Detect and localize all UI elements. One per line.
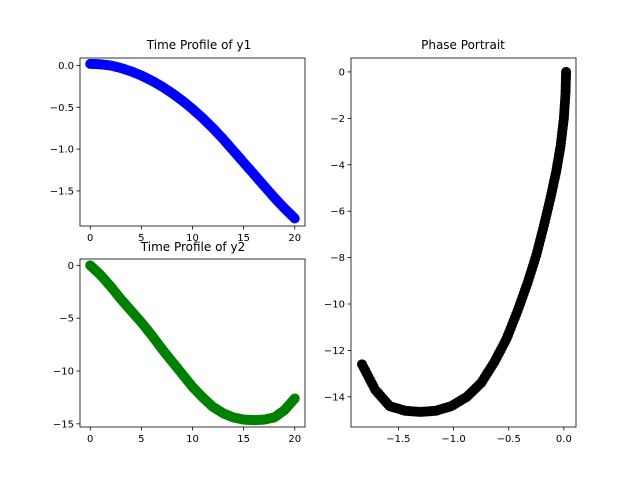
phase-points — [357, 66, 572, 417]
y2-x-tick-label: 10 — [186, 434, 199, 445]
phase-y-tick-label: −14 — [324, 392, 345, 403]
y1-x-tick-label: 10 — [186, 233, 199, 244]
y1-y-tick-label: −1.5 — [50, 186, 74, 197]
y2-x-ticks: 0 5 10 15 20 — [87, 427, 301, 445]
y2-points — [85, 260, 300, 426]
phase-y-tick-label: −6 — [330, 207, 345, 218]
phase-x-tick-label: −1.0 — [441, 434, 465, 445]
phase-y-tick-label: −10 — [324, 300, 345, 311]
y1-y-tick-label: −0.5 — [50, 103, 74, 114]
y1-x-tick-label: 0 — [87, 233, 93, 244]
y2-y-tick-label: −10 — [53, 367, 74, 378]
phase-y-tick-label: 0 — [339, 67, 345, 78]
phase-x-tick-label: −1.5 — [386, 434, 410, 445]
y2-time-profile-plot: Time Profile of y2 0 5 10 15 20 0 −5 −10 −15 — [53, 240, 306, 445]
phase-y-tick-label: −8 — [330, 253, 345, 264]
y1-time-profile-plot: Time Profile of y1 0 5 10 15 20 0.0 −0.5 −1.0 −… — [50, 38, 306, 244]
phase-plot-title: Phase Portrait — [421, 38, 505, 52]
y1-data-point — [289, 213, 300, 224]
phase-x-tick-label: −0.5 — [497, 434, 521, 445]
phase-portrait-plot: Phase Portrait −1.5 −1.0 −0.5 0.0 0 −2 −4 −6 −8… — [324, 38, 577, 445]
phase-y-tick-label: −2 — [330, 114, 345, 125]
y2-plot-title: Time Profile of y2 — [140, 240, 245, 254]
phase-axes-frame — [350, 57, 577, 428]
y2-x-tick-label: 20 — [288, 434, 301, 445]
phase-data-point — [357, 359, 368, 370]
phase-y-tick-label: −4 — [330, 160, 345, 171]
y1-x-ticks: 0 5 10 15 20 — [87, 226, 301, 244]
y1-x-tick-label: 15 — [237, 233, 250, 244]
y1-y-tick-label: 0.0 — [58, 61, 74, 72]
y2-y-tick-label: 0 — [68, 261, 74, 272]
y2-x-tick-label: 5 — [138, 434, 144, 445]
y2-y-tick-label: −5 — [59, 314, 74, 325]
y1-y-tick-label: −1.0 — [50, 145, 74, 156]
y1-points — [85, 58, 300, 224]
y2-y-ticks: 0 −5 −10 −15 — [53, 261, 80, 430]
y2-data-point — [289, 393, 300, 404]
y1-plot-title: Time Profile of y1 — [146, 38, 251, 52]
y2-x-tick-label: 15 — [237, 434, 250, 445]
y1-x-tick-label: 20 — [288, 233, 301, 244]
y2-y-tick-label: −15 — [53, 419, 74, 430]
phase-x-tick-label: 0.0 — [556, 434, 572, 445]
y1-x-tick-label: 5 — [138, 233, 144, 244]
phase-x-ticks: −1.5 −1.0 −0.5 0.0 — [386, 427, 572, 445]
phase-y-ticks: 0 −2 −4 −6 −8 −10 −12 −14 — [324, 67, 351, 403]
y2-x-tick-label: 0 — [87, 434, 93, 445]
phase-y-tick-label: −12 — [324, 346, 345, 357]
y1-y-ticks: 0.0 −0.5 −1.0 −1.5 — [50, 61, 80, 197]
